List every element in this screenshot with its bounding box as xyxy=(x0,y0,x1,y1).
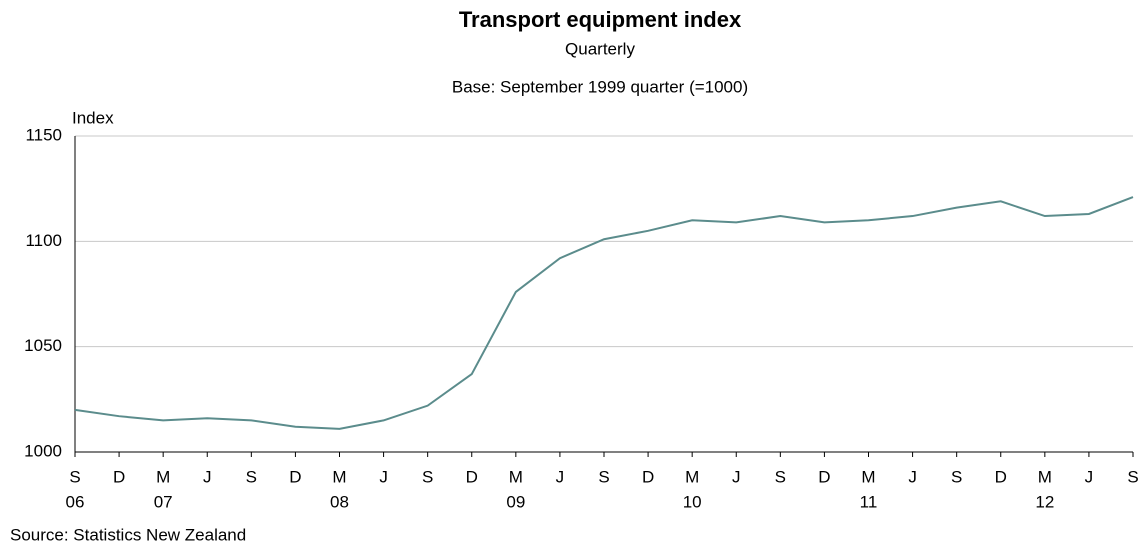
x-year-label: 06 xyxy=(66,492,85,511)
x-year-label: 08 xyxy=(330,492,349,511)
x-tick-label: S xyxy=(69,467,80,486)
x-tick-label: J xyxy=(732,467,741,486)
x-tick-label: S xyxy=(598,467,609,486)
x-year-label: 09 xyxy=(506,492,525,511)
x-tick-label: S xyxy=(1127,467,1138,486)
chart-note: Base: September 1999 quarter (=1000) xyxy=(452,77,748,96)
x-tick-label: D xyxy=(995,467,1007,486)
x-tick-label: S xyxy=(775,467,786,486)
x-year-label: 12 xyxy=(1035,492,1054,511)
x-tick-label: S xyxy=(422,467,433,486)
x-year-label: 11 xyxy=(860,492,878,511)
y-tick-label: 1100 xyxy=(25,231,62,250)
x-tick-label: J xyxy=(908,467,917,486)
x-year-label: 10 xyxy=(683,492,702,511)
x-tick-label: M xyxy=(509,467,523,486)
chart-title: Transport equipment index xyxy=(459,7,742,32)
x-tick-label: M xyxy=(685,467,699,486)
x-tick-label: D xyxy=(289,467,301,486)
x-year-label: 07 xyxy=(154,492,173,511)
data-line xyxy=(74,196,1134,430)
x-tick-label: M xyxy=(332,467,346,486)
x-tick-label: J xyxy=(1085,467,1094,486)
x-tick-label: D xyxy=(113,467,125,486)
x-tick-label: S xyxy=(246,467,257,486)
x-tick-label: M xyxy=(1038,467,1052,486)
x-tick-label: J xyxy=(556,467,565,486)
y-tick-label: 1050 xyxy=(24,336,62,355)
x-tick-label: D xyxy=(818,467,830,486)
y-tick-label: 1000 xyxy=(24,441,62,460)
x-tick-label: J xyxy=(379,467,388,486)
y-tick-label: 1150 xyxy=(25,125,62,144)
x-tick-label: J xyxy=(203,467,212,486)
x-tick-label: D xyxy=(466,467,478,486)
x-tick-label: M xyxy=(156,467,170,486)
x-tick-label: M xyxy=(861,467,875,486)
x-tick-label: S xyxy=(951,467,962,486)
x-tick-label: D xyxy=(642,467,654,486)
y-axis-label: Index xyxy=(72,108,114,127)
chart-subtitle: Quarterly xyxy=(565,39,635,58)
source: Source: Statistics New Zealand xyxy=(10,525,246,544)
